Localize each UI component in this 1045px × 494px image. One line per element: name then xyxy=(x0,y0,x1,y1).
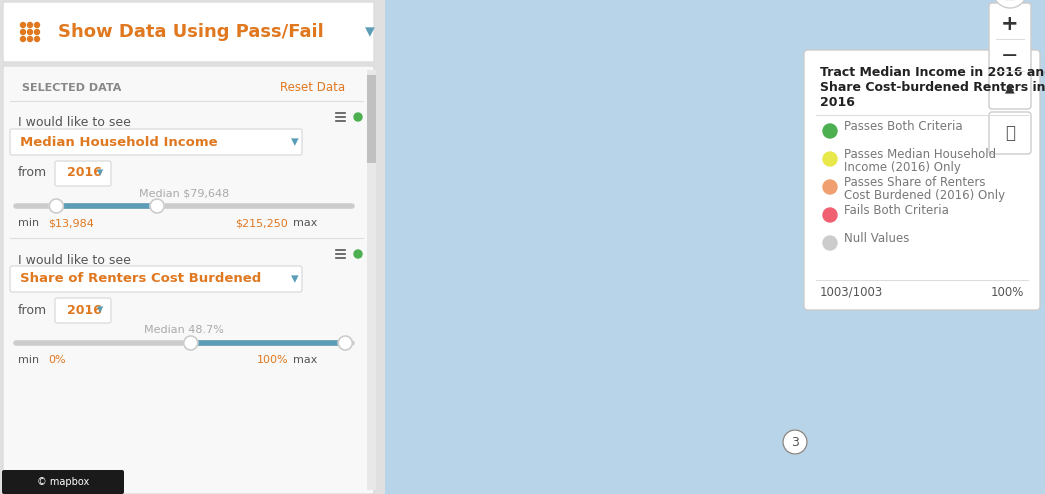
Text: Income (2016) Only: Income (2016) Only xyxy=(844,161,960,173)
FancyBboxPatch shape xyxy=(55,298,111,323)
Circle shape xyxy=(34,37,40,41)
Text: Cost Burdened (2016) Only: Cost Burdened (2016) Only xyxy=(844,189,1005,202)
FancyBboxPatch shape xyxy=(55,161,111,186)
Circle shape xyxy=(823,152,837,166)
Text: +: + xyxy=(1001,14,1019,34)
Circle shape xyxy=(823,208,837,222)
Text: I would like to see: I would like to see xyxy=(18,253,131,266)
Circle shape xyxy=(150,199,164,213)
Text: 3: 3 xyxy=(791,436,799,449)
Circle shape xyxy=(823,180,837,194)
Text: from: from xyxy=(18,166,47,179)
Text: $13,984: $13,984 xyxy=(48,218,94,228)
Text: $215,250: $215,250 xyxy=(235,218,288,228)
Text: ▾: ▾ xyxy=(97,166,103,179)
FancyBboxPatch shape xyxy=(3,66,374,494)
Text: 1003/1003: 1003/1003 xyxy=(820,286,883,298)
Circle shape xyxy=(21,30,25,35)
Text: 100%: 100% xyxy=(991,286,1024,298)
FancyBboxPatch shape xyxy=(3,2,374,62)
FancyBboxPatch shape xyxy=(10,266,302,292)
Text: min: min xyxy=(18,218,39,228)
Text: Share Cost-burdened Renters in: Share Cost-burdened Renters in xyxy=(820,81,1045,94)
Text: Tract Median Income in 2016 and: Tract Median Income in 2016 and xyxy=(820,66,1045,79)
Circle shape xyxy=(354,250,362,258)
FancyBboxPatch shape xyxy=(989,3,1031,109)
Circle shape xyxy=(184,336,198,350)
Text: 2016: 2016 xyxy=(820,96,855,109)
Text: ⛶: ⛶ xyxy=(1005,124,1015,142)
Text: Show Data Using Pass/Fail: Show Data Using Pass/Fail xyxy=(59,23,324,41)
Text: SELECTED DATA: SELECTED DATA xyxy=(22,83,121,93)
Text: © mapbox: © mapbox xyxy=(37,477,89,487)
Text: 0%: 0% xyxy=(48,355,66,365)
Circle shape xyxy=(823,124,837,138)
Text: ▾: ▾ xyxy=(97,303,103,317)
Text: Passes Both Criteria: Passes Both Criteria xyxy=(844,120,962,132)
Text: from: from xyxy=(18,303,47,317)
Text: I would like to see: I would like to see xyxy=(18,117,131,129)
Text: Median $79,648: Median $79,648 xyxy=(139,188,229,198)
FancyBboxPatch shape xyxy=(10,129,302,155)
Text: 100%: 100% xyxy=(256,355,288,365)
Text: 2016: 2016 xyxy=(67,303,101,317)
Text: −: − xyxy=(1001,46,1019,66)
Circle shape xyxy=(27,37,32,41)
Text: Median Household Income: Median Household Income xyxy=(20,135,217,149)
Circle shape xyxy=(27,23,32,28)
Circle shape xyxy=(783,430,807,454)
Text: 2016: 2016 xyxy=(67,166,101,179)
Text: Null Values: Null Values xyxy=(844,232,909,245)
Circle shape xyxy=(34,23,40,28)
Circle shape xyxy=(993,0,1027,8)
Text: min: min xyxy=(18,355,39,365)
Text: Passes Median Household: Passes Median Household xyxy=(844,148,996,161)
Text: ▲: ▲ xyxy=(1005,82,1015,94)
Text: Fails Both Criteria: Fails Both Criteria xyxy=(844,204,949,216)
FancyBboxPatch shape xyxy=(2,470,124,494)
Circle shape xyxy=(339,336,352,350)
Text: ▾: ▾ xyxy=(292,134,299,150)
Circle shape xyxy=(27,30,32,35)
Circle shape xyxy=(34,30,40,35)
FancyBboxPatch shape xyxy=(804,50,1040,310)
Text: Passes Share of Renters: Passes Share of Renters xyxy=(844,175,985,189)
Text: ▾: ▾ xyxy=(365,23,375,41)
Text: Median 48.7%: Median 48.7% xyxy=(144,325,224,335)
FancyBboxPatch shape xyxy=(367,70,376,490)
Text: max: max xyxy=(293,355,318,365)
Circle shape xyxy=(21,23,25,28)
FancyBboxPatch shape xyxy=(0,0,385,494)
Circle shape xyxy=(354,113,362,121)
Text: Reset Data: Reset Data xyxy=(280,82,345,94)
Circle shape xyxy=(21,37,25,41)
Text: ▾: ▾ xyxy=(292,272,299,287)
FancyBboxPatch shape xyxy=(367,75,376,163)
Text: Share of Renters Cost Burdened: Share of Renters Cost Burdened xyxy=(20,273,261,286)
Text: max: max xyxy=(293,218,318,228)
Circle shape xyxy=(823,236,837,250)
Circle shape xyxy=(49,199,64,213)
FancyBboxPatch shape xyxy=(989,112,1031,154)
